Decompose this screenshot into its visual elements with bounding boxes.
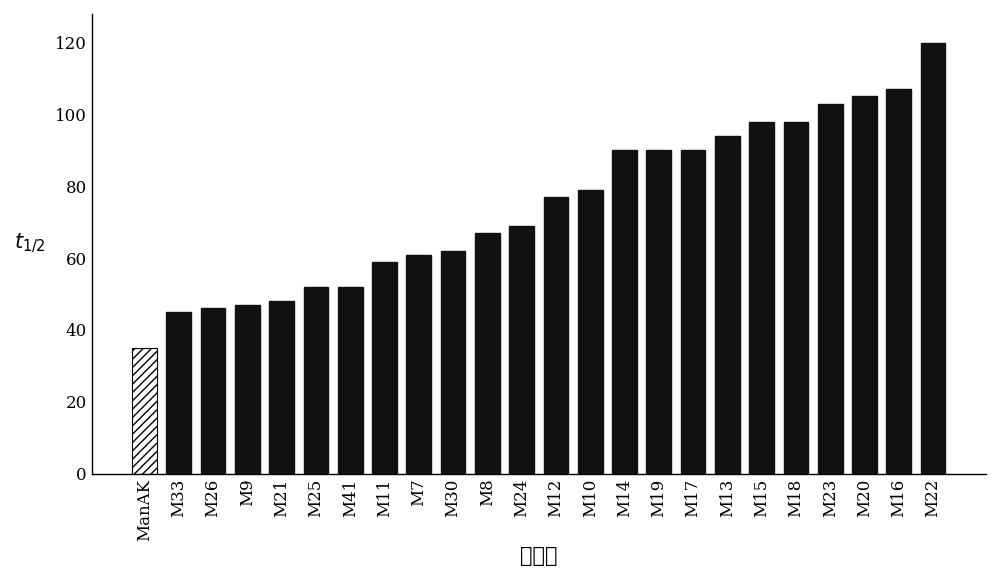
Bar: [166, 312, 191, 473]
Bar: [612, 150, 637, 473]
Bar: [372, 262, 397, 473]
Bar: [304, 287, 328, 473]
Bar: [852, 96, 877, 473]
Y-axis label: $t_{1/2}$: $t_{1/2}$: [14, 232, 46, 255]
Bar: [544, 197, 568, 473]
Bar: [715, 136, 740, 473]
Bar: [201, 309, 225, 473]
Bar: [269, 301, 294, 473]
Bar: [235, 304, 260, 473]
Bar: [132, 348, 157, 473]
Bar: [338, 287, 363, 473]
Bar: [441, 251, 465, 473]
Bar: [784, 122, 808, 473]
Bar: [921, 42, 945, 473]
Bar: [406, 255, 431, 473]
Bar: [509, 226, 534, 473]
X-axis label: 突变体: 突变体: [520, 546, 558, 566]
Bar: [681, 150, 705, 473]
Bar: [475, 233, 500, 473]
Bar: [578, 190, 603, 473]
Bar: [818, 104, 843, 473]
Bar: [646, 150, 671, 473]
Bar: [749, 122, 774, 473]
Bar: [886, 89, 911, 473]
